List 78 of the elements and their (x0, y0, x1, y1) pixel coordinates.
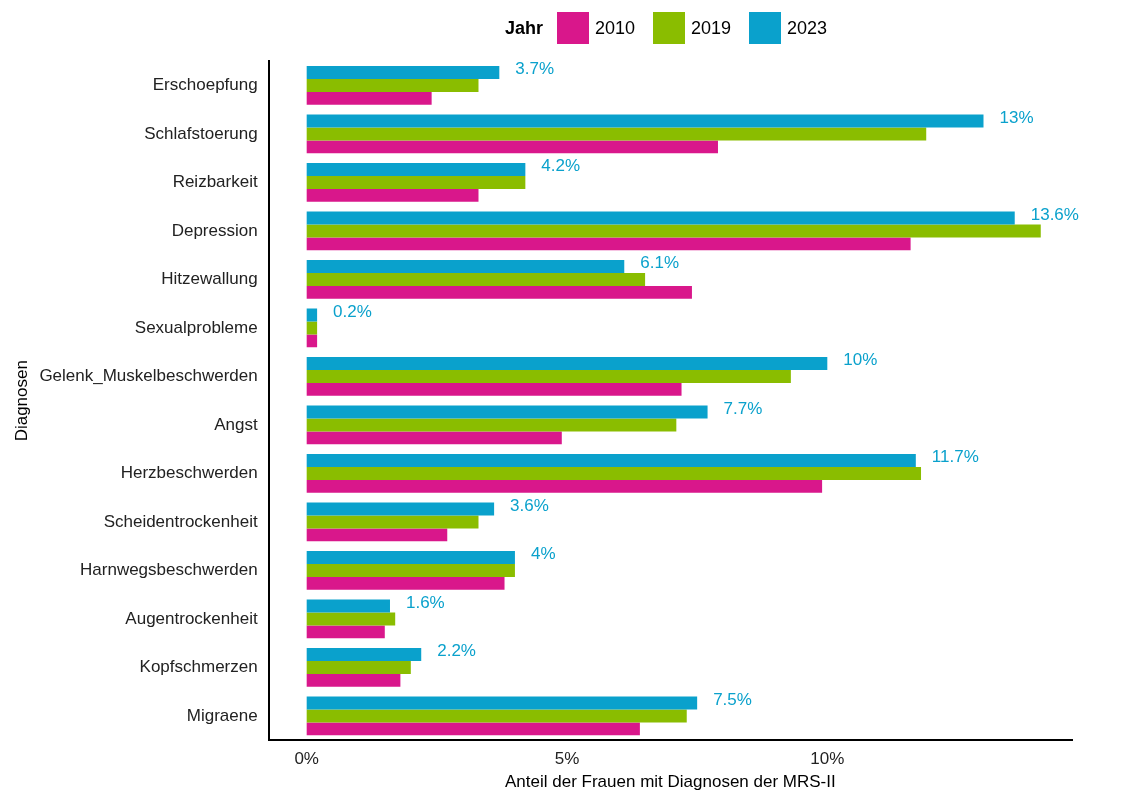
bar (306, 515, 479, 529)
data-label: 13.6% (1030, 204, 1079, 224)
bar (306, 405, 708, 419)
x-tick-label: 5% (554, 749, 580, 769)
data-label: 3.7% (515, 59, 555, 79)
bar (306, 334, 318, 348)
bar (306, 418, 677, 432)
bar (306, 660, 411, 674)
bar (306, 211, 1015, 225)
bar (306, 612, 396, 626)
bar (306, 321, 318, 335)
y-tick-label: Harnwegsbeschwerden (80, 560, 258, 580)
bar (306, 722, 640, 736)
bar (306, 563, 515, 577)
y-tick-label: Migraene (186, 705, 258, 725)
bar (306, 272, 646, 286)
data-label: 7.7% (723, 398, 763, 418)
data-label: 6.1% (640, 253, 680, 273)
bar (306, 369, 791, 383)
y-tick-label: Kopfschmerzen (139, 657, 258, 677)
bar (306, 260, 625, 273)
bar (306, 648, 422, 661)
x-axis-title: Anteil der Frauen mit Diagnosen der MRS-II (504, 772, 836, 792)
bar (306, 224, 1041, 238)
bar (306, 237, 911, 251)
y-tick-label: Sexualprobleme (134, 317, 258, 337)
data-label: 4.2% (541, 156, 581, 176)
bar (306, 625, 385, 639)
bar (306, 696, 698, 710)
bar (306, 528, 448, 542)
data-label: 7.5% (713, 689, 752, 709)
data-label: 11.7% (931, 447, 979, 467)
data-label: 3.6% (510, 495, 549, 515)
legend-label: 2010 (594, 17, 635, 39)
y-tick-label: Augentrockenheit (125, 608, 258, 628)
bar (306, 466, 922, 480)
bar (306, 188, 479, 202)
y-tick-label: Scheidentrockenheit (103, 511, 258, 531)
data-label: 13% (999, 107, 1034, 127)
data-label: 2.2% (437, 641, 476, 661)
bar (306, 431, 562, 445)
legend-label: 2019 (690, 17, 732, 39)
y-tick-label: Gelenk_Muskelbeschwerden (39, 366, 258, 386)
bar (306, 285, 692, 299)
data-label: 4% (530, 544, 556, 564)
bar (306, 576, 505, 590)
y-tick-label: Erschoepfung (152, 75, 258, 95)
bar (306, 673, 401, 687)
data-label: 10% (843, 350, 878, 370)
bar (306, 551, 515, 564)
bar (306, 479, 823, 493)
y-tick-label: Herzbeschwerden (120, 463, 258, 483)
bar (306, 382, 682, 396)
legend-title: Jahr (504, 17, 543, 39)
bar (306, 78, 479, 92)
x-tick-label: 10% (810, 749, 845, 769)
bar (306, 175, 526, 189)
bar (306, 163, 526, 176)
bar (306, 91, 432, 105)
bar (306, 709, 687, 723)
y-tick-label: Hitzewallung (161, 269, 258, 289)
bar (306, 114, 984, 128)
bar (306, 599, 390, 613)
x-tick-label: 0% (294, 749, 319, 769)
y-tick-label: Depression (171, 220, 258, 240)
bar (306, 140, 718, 154)
data-label: 1.6% (405, 592, 445, 612)
y-axis-title: Diagnosen (11, 360, 31, 442)
legend-label: 2023 (787, 17, 828, 39)
y-tick-label: Angst (214, 414, 258, 434)
y-tick-label: Reizbarkeit (172, 172, 258, 192)
bar (306, 66, 500, 79)
bar (306, 127, 927, 141)
data-label: 0.2% (333, 301, 372, 321)
bar (306, 357, 828, 370)
bar (306, 454, 916, 467)
y-tick-label: Schlafstoerung (144, 123, 258, 143)
bar (306, 502, 495, 516)
